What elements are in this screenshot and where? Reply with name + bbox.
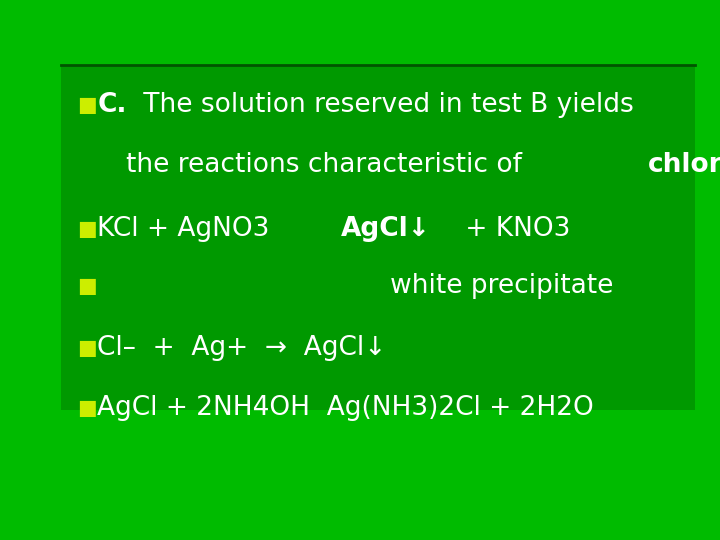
Text: white precipitate: white precipitate bbox=[97, 273, 613, 299]
Text: ■: ■ bbox=[77, 95, 96, 116]
Text: Cl–  +  Ag+  →  AgCl↓: Cl– + Ag+ → AgCl↓ bbox=[97, 335, 387, 361]
Text: C.: C. bbox=[97, 92, 127, 118]
Text: AgCl↓: AgCl↓ bbox=[341, 217, 431, 242]
Text: chlorides: chlorides bbox=[648, 152, 720, 178]
Text: ■: ■ bbox=[77, 219, 96, 240]
Text: ■: ■ bbox=[77, 397, 96, 418]
Text: ■: ■ bbox=[77, 276, 96, 296]
Text: KCl + AgNO3: KCl + AgNO3 bbox=[97, 217, 287, 242]
Text: AgCl + 2NH4OH  Ag(NH3)2Cl + 2H2O: AgCl + 2NH4OH Ag(NH3)2Cl + 2H2O bbox=[97, 395, 594, 421]
Text: The solution reserved in test B yields: The solution reserved in test B yields bbox=[135, 92, 634, 118]
Text: ■: ■ bbox=[77, 338, 96, 359]
Text: + KNO3: + KNO3 bbox=[457, 217, 570, 242]
FancyBboxPatch shape bbox=[61, 65, 695, 410]
Text: the reactions characteristic of: the reactions characteristic of bbox=[126, 152, 531, 178]
